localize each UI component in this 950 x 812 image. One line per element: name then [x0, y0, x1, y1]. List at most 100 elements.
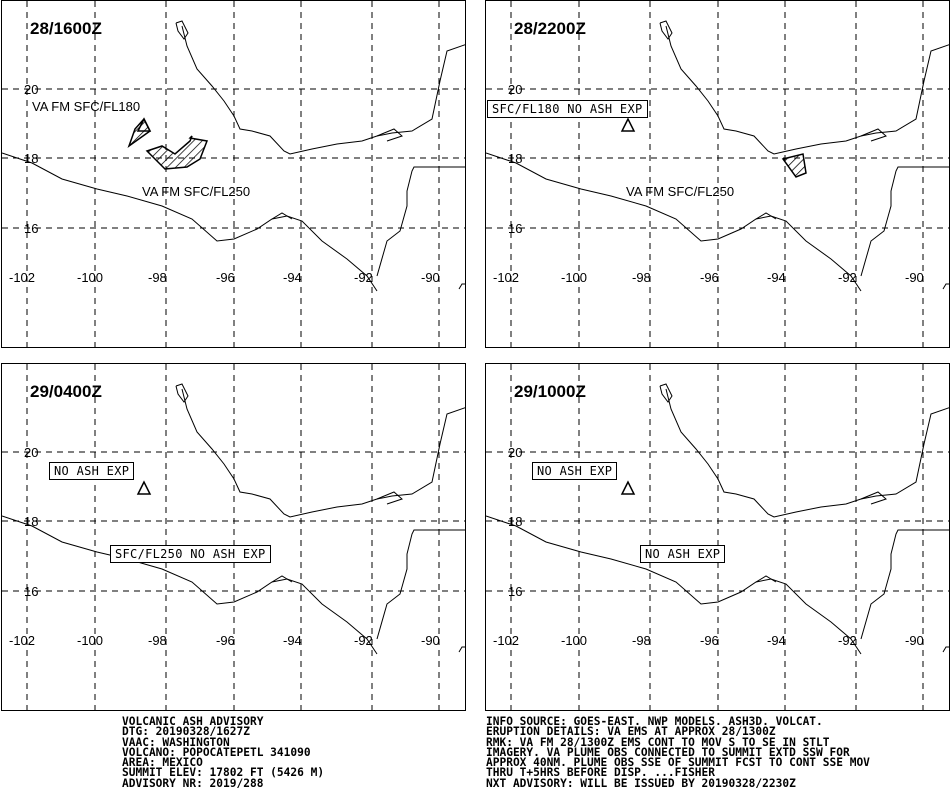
lagoon-outline	[376, 128, 403, 142]
pacific-coastline	[2, 152, 378, 292]
island-outline	[175, 20, 189, 40]
advisory-line: AREA: MEXICO	[122, 756, 203, 770]
map-graphic: 20 18 16 -102 -100 -98 -96 -94 -92 -90	[2, 364, 465, 710]
longitude-label: -100	[561, 270, 587, 285]
country-border	[376, 166, 465, 277]
longitude-label: -98	[148, 633, 167, 648]
longitude-label: -96	[700, 270, 719, 285]
latitude-label: 18	[24, 151, 38, 166]
lagoon-outline	[271, 575, 293, 583]
volcano-triangle-icon	[136, 480, 152, 495]
coast-fragment	[942, 283, 949, 290]
country-border	[376, 529, 465, 640]
lagoon-outline	[860, 128, 887, 142]
longitude-label: -90	[905, 270, 924, 285]
longitude-label: -96	[700, 633, 719, 648]
advisory-line: VOLCANO: POPOCATEPETL 341090	[122, 745, 311, 759]
no-ash-box: SFC/FL180 NO ASH EXP	[487, 100, 648, 118]
advisory-line: INFO SOURCE: GOES-EAST. NWP MODELS. ASH3…	[486, 715, 823, 728]
latitude-label: 18	[508, 514, 522, 529]
panel-time: 29/1000Z	[514, 382, 586, 401]
longitude-label: -92	[838, 270, 857, 285]
longitude-label: -94	[767, 270, 786, 285]
map-panel-3: 20 18 16 -102 -100 -98 -96 -94 -92 -90 29/0400Z N…	[1, 363, 466, 711]
gulf-coastline	[181, 25, 465, 155]
country-border	[860, 166, 949, 277]
longitude-label: -92	[354, 270, 373, 285]
island-outline	[659, 383, 673, 403]
map-panel-1: 20 18 16 -102 -100 -98 -96 -94 -92 -90 28/1600Z V…	[1, 0, 466, 348]
longitude-label: -90	[421, 633, 440, 648]
ash-area	[145, 135, 209, 170]
panel-time: 28/1600Z	[30, 19, 102, 38]
longitude-label: -102	[493, 633, 519, 648]
panel-time: 28/2200Z	[514, 19, 586, 38]
lagoon-outline	[755, 575, 777, 583]
advisory-line: IMAGERY. VA PLUME OBS CONNECTED TO SUMMI…	[486, 745, 850, 759]
map-graphic: 20 18 16 -102 -100 -98 -96 -94 -92 -90	[2, 1, 465, 347]
panel-time: 29/0400Z	[30, 382, 102, 401]
advisory-line: ADVISORY NR: 2019/288	[122, 776, 264, 790]
longitude-label: -96	[216, 633, 235, 648]
pacific-coastline	[2, 515, 378, 655]
advisory-line: RMK: VA FM 28/1300Z EMS CONT TO MOV S TO…	[486, 735, 830, 749]
advisory-line: APPROX 40NM. PLUME OBS SSE OF SUMMIT FCS…	[486, 756, 870, 770]
gulf-coastline	[665, 25, 949, 155]
ash-layer-label: VA FM SFC/FL250	[626, 184, 735, 199]
advisory-line: ERUPTION DETAILS: VA EMS AT APPROX 28/13…	[486, 725, 776, 739]
volcano-triangle-icon	[620, 480, 636, 495]
no-ash-box: NO ASH EXP	[532, 462, 618, 480]
latitude-label: 18	[508, 151, 522, 166]
no-ash-box: NO ASH EXP	[640, 545, 726, 563]
coast-fragment	[458, 646, 465, 653]
no-ash-box: NO ASH EXP	[49, 462, 135, 480]
lagoon-outline	[755, 212, 777, 220]
no-ash-box: SFC/FL250 NO ASH EXP	[110, 545, 271, 563]
longitude-label: -92	[354, 633, 373, 648]
advisory-line: THRU T+5HRS BEFORE DISP. ...FISHER	[486, 766, 716, 780]
latitude-label: 16	[24, 221, 38, 236]
latitude-label: 20	[508, 82, 522, 97]
longitude-label: -102	[9, 633, 35, 648]
lagoon-outline	[860, 491, 887, 505]
longitude-label: -98	[632, 270, 651, 285]
longitude-label: -100	[561, 633, 587, 648]
advisory-remarks-block: INFO SOURCE: GOES-EAST. NWP MODELS. ASH3…	[486, 715, 870, 789]
ash-area	[781, 153, 807, 178]
longitude-label: -98	[632, 633, 651, 648]
longitude-label: -100	[77, 633, 103, 648]
longitude-label: -102	[9, 270, 35, 285]
longitude-label: -100	[77, 270, 103, 285]
advisory-header-block: VOLCANIC ASH ADVISORY DTG: 20190328/1627…	[122, 715, 325, 790]
advisory-line: VOLCANIC ASH ADVISORY	[122, 715, 264, 728]
pacific-coastline	[486, 152, 862, 292]
volcano-triangle-icon	[620, 117, 636, 132]
latitude-label: 16	[508, 221, 522, 236]
latitude-label: 20	[24, 82, 38, 97]
coast-fragment	[942, 646, 949, 653]
latitude-label: 20	[24, 445, 38, 460]
advisory-line: DTG: 20190328/1627Z	[122, 725, 250, 739]
lagoon-outline	[271, 212, 293, 220]
country-border	[860, 529, 949, 640]
pacific-coastline	[486, 515, 862, 655]
gulf-coastline	[181, 388, 465, 518]
latitude-label: 20	[508, 445, 522, 460]
longitude-label: -98	[148, 270, 167, 285]
ash-layer-label: VA FM SFC/FL180	[32, 99, 141, 114]
latitude-label: 16	[508, 584, 522, 599]
coast-fragment	[458, 283, 465, 290]
longitude-label: -94	[283, 270, 302, 285]
longitude-label: -94	[283, 633, 302, 648]
lagoon-outline	[376, 491, 403, 505]
latitude-label: 18	[24, 514, 38, 529]
advisory-line: VAAC: WASHINGTON	[122, 735, 230, 749]
longitude-label: -92	[838, 633, 857, 648]
map-panel-2: 20 18 16 -102 -100 -98 -96 -94 -92 -90 28/2200Z S…	[485, 0, 950, 348]
advisory-line: SUMMIT ELEV: 17802 FT (5426 M)	[122, 766, 325, 780]
ash-layer-label: VA FM SFC/FL250	[142, 184, 251, 199]
map-graphic: 20 18 16 -102 -100 -98 -96 -94 -92 -90	[486, 1, 949, 347]
map-panel-4: 20 18 16 -102 -100 -98 -96 -94 -92 -90 29/1000Z N…	[485, 363, 950, 711]
map-graphic: 20 18 16 -102 -100 -98 -96 -94 -92 -90	[486, 364, 949, 710]
longitude-label: -96	[216, 270, 235, 285]
